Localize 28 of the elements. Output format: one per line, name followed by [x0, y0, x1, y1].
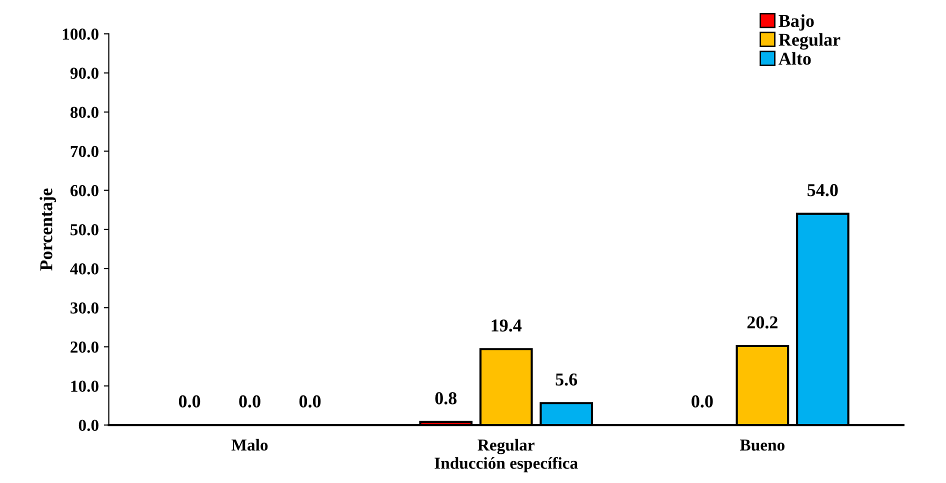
data-label: 19.4	[492, 319, 522, 332]
legend-label: Bajo	[778, 14, 814, 31]
y-axis-title: Porcentaje	[40, 188, 56, 271]
y-tick-label: 60.0	[70, 185, 98, 196]
data-label: 0.0	[692, 395, 713, 408]
y-tick-label: 10.0	[71, 380, 98, 392]
data-label: 0.0	[299, 395, 321, 408]
y-tick-label: 90.0	[70, 68, 98, 79]
legend-label: Regular	[778, 33, 840, 50]
data-label: 5.6	[556, 373, 578, 386]
y-tick-label: 0.0	[78, 420, 98, 432]
x-tick-label: Regular	[478, 438, 534, 454]
y-tick-label: 100.0	[62, 28, 98, 40]
y-tick-label: 40.0	[70, 263, 98, 275]
data-label: 20.2	[747, 316, 778, 329]
legend-label: Alto	[778, 52, 811, 65]
y-tick-label: 50.0	[70, 224, 98, 236]
data-label: 0.8	[435, 392, 457, 404]
y-tick-label: 30.0	[70, 302, 98, 314]
x-tick-label: Malo	[232, 438, 268, 451]
y-tick-label: 20.0	[70, 341, 98, 353]
data-label: 54.0	[808, 184, 838, 196]
x-axis-title: Inducción específica	[434, 456, 578, 472]
data-label: 0.0	[178, 395, 200, 408]
y-tick-label: 70.0	[70, 146, 98, 158]
data-label: 0.0	[239, 395, 260, 408]
x-tick-label: Bueno	[740, 440, 785, 451]
y-tick-label: 80.0	[70, 106, 98, 118]
